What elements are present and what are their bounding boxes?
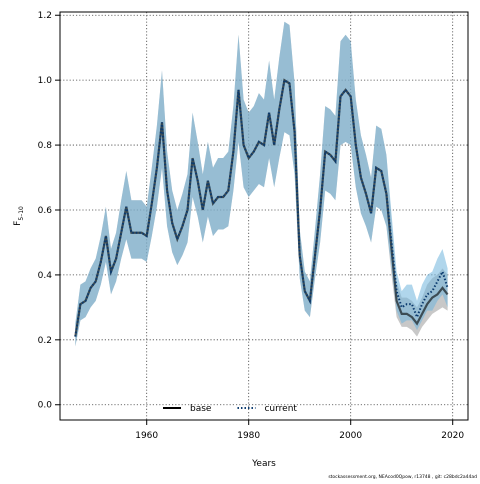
plot-frame [59, 11, 469, 421]
x-tick-label: 2000 [339, 431, 362, 441]
x-tick-label: 1960 [135, 431, 158, 441]
y-tick-label: 0.2 [38, 336, 52, 346]
series-line [74, 78, 449, 337]
y-tick-label: 0.0 [38, 401, 53, 411]
y-tick-label: 0.6 [38, 206, 53, 216]
y-tick-label: 0.4 [38, 271, 53, 281]
x-axis-label: Years [251, 459, 276, 469]
footer: stockassessment.org, NEAcod0Qpow, r13748… [328, 474, 477, 480]
confidence-band [75, 21, 448, 347]
y-axis-label-main: F [13, 221, 23, 226]
legend-label: current [264, 404, 297, 414]
y-tick-label: 0.8 [38, 141, 53, 151]
y-tick-label: 1.0 [38, 76, 53, 86]
y-axis-label-sub: 5–10 [18, 206, 25, 221]
x-tick-label: 1980 [237, 431, 260, 441]
y-tick-label: 1.2 [38, 11, 52, 21]
x-tick-label: 2020 [441, 431, 464, 441]
y-axis-label: F5–10 [13, 206, 25, 226]
legend-label: base [190, 404, 212, 414]
